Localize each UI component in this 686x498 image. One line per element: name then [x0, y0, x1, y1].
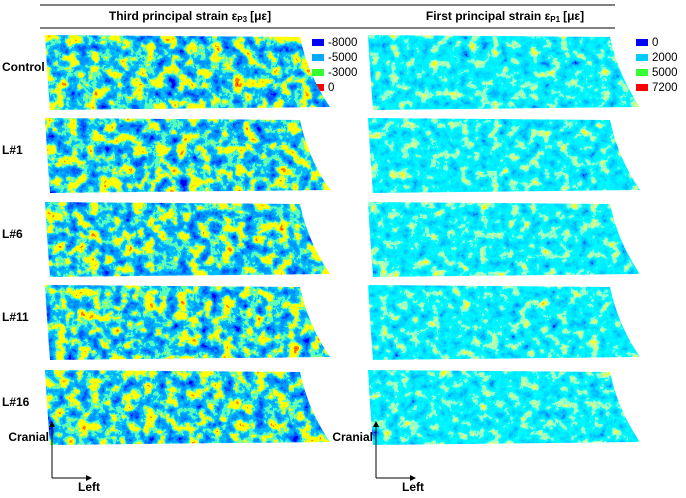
- row-label: L#11: [2, 310, 29, 324]
- strain-map: [368, 35, 640, 110]
- axis-label-vertical: Cranial: [8, 430, 49, 444]
- arrowhead: [86, 475, 92, 481]
- row-label: L#6: [2, 227, 23, 241]
- strain-map: [45, 118, 330, 193]
- legend-label: -3000: [328, 67, 357, 79]
- axis-label-vertical: Cranial: [332, 430, 373, 444]
- title-unit: [με]: [250, 9, 271, 23]
- title-subscript: P3: [237, 15, 247, 24]
- column-title: Third principal strain εP3 [με]: [109, 9, 271, 24]
- axis-label-horizontal: Left: [402, 480, 424, 493]
- row-label: Control: [2, 60, 45, 74]
- title-text: Third principal strain ε: [109, 9, 238, 23]
- legend-swatch: [312, 54, 324, 61]
- title-subscript: P1: [550, 15, 560, 24]
- legend-label: -8000: [328, 37, 357, 49]
- arrowhead: [410, 475, 416, 481]
- arrowhead: [49, 421, 55, 427]
- legend-swatch: [312, 69, 324, 76]
- legend-label: 2000: [652, 52, 678, 64]
- strain-map: [368, 118, 640, 193]
- strain-map: [45, 202, 330, 277]
- axis-label-horizontal: Left: [78, 480, 100, 493]
- legend-swatch: [312, 39, 324, 46]
- strain-map: [368, 202, 640, 277]
- strain-map: [45, 285, 330, 360]
- legend-label: -5000: [328, 52, 357, 64]
- row-label: L#16: [2, 395, 30, 409]
- legend-swatch: [636, 54, 648, 61]
- legend-label: 5000: [652, 67, 678, 79]
- title-text: First principal strain ε: [426, 9, 551, 23]
- legend-label: 7200: [652, 82, 678, 94]
- content: Third principal strain εP3 [με]-8000-5000…: [2, 9, 678, 494]
- column-title: First principal strain εP1 [με]: [426, 9, 584, 24]
- arrowhead: [373, 421, 379, 427]
- legend-swatch: [636, 39, 648, 46]
- legend-label: 0: [652, 37, 658, 49]
- row-label: L#1: [2, 143, 23, 157]
- strain-map: [45, 35, 330, 110]
- title-unit: [με]: [563, 9, 584, 23]
- strain-map: [368, 370, 640, 445]
- strain-map: [368, 285, 640, 360]
- strain-map: [45, 370, 330, 445]
- legend-label: 0: [328, 82, 334, 94]
- legend-swatch: [636, 84, 648, 91]
- legend-swatch: [636, 69, 648, 76]
